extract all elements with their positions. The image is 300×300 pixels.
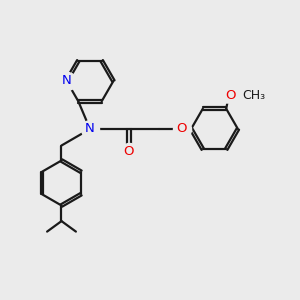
Text: O: O — [124, 145, 134, 158]
Text: CH₃: CH₃ — [242, 89, 265, 102]
Text: O: O — [176, 122, 187, 136]
Text: N: N — [62, 74, 71, 88]
Text: N: N — [85, 122, 95, 136]
Text: O: O — [226, 89, 236, 102]
